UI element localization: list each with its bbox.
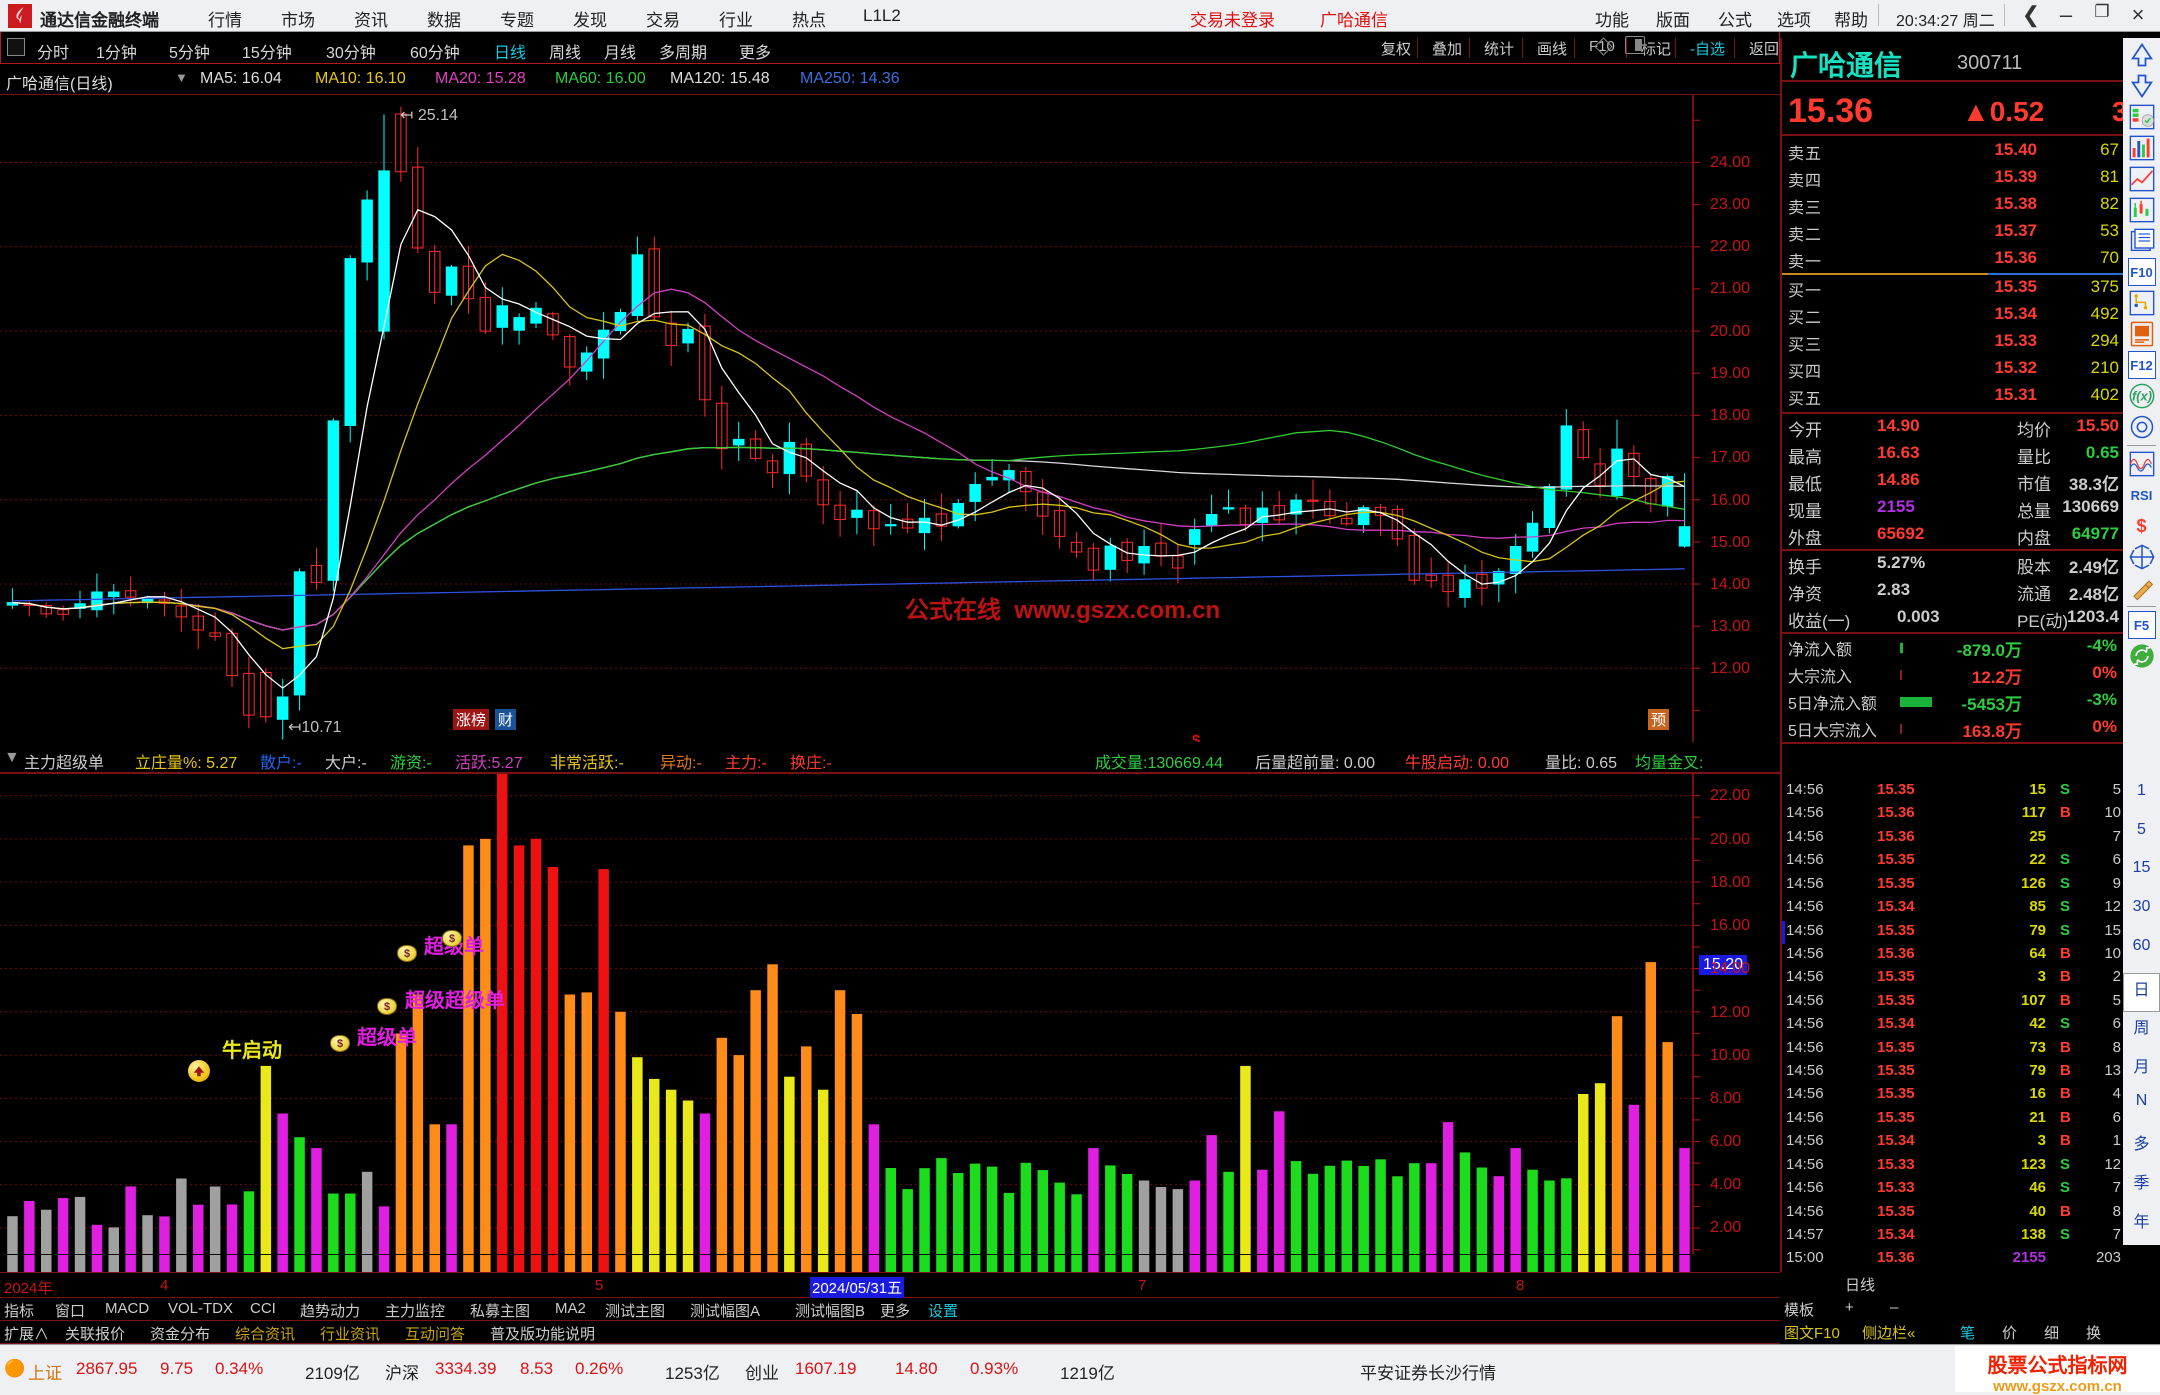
svg-text:f(x): f(x) xyxy=(2132,389,2152,404)
